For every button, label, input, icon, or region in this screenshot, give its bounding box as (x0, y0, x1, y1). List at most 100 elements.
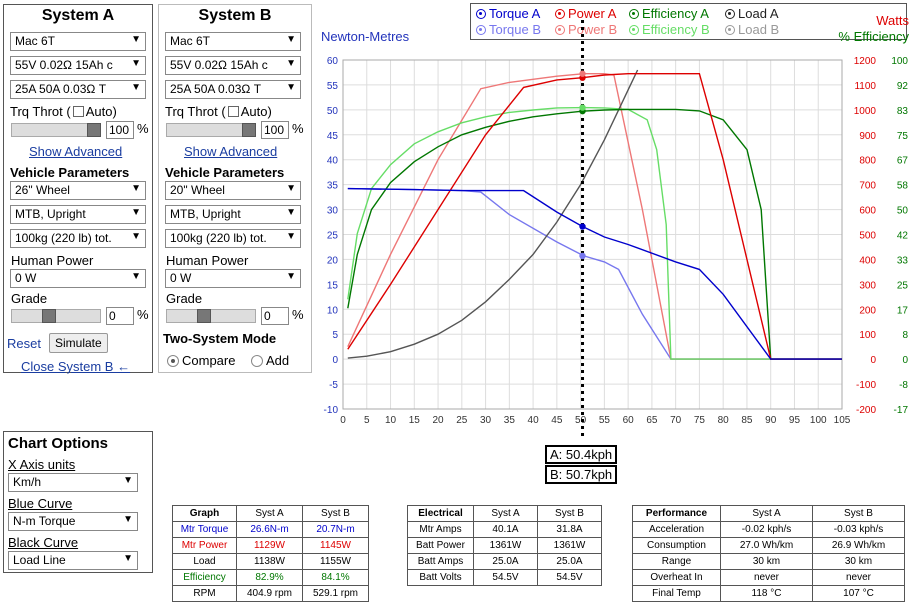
chevron-down-icon: ▼ (131, 231, 141, 242)
throttle-row-a: Trq Throt (Auto) (10, 104, 117, 119)
blue-curve-select[interactable]: N-m Torque ▼ (8, 512, 138, 531)
graph-table: Graph Syst A Syst B Mtr Torque 26.6N-m 20.7N… (172, 505, 369, 602)
table-row: Mtr Power 1129W 1145W (172, 537, 369, 554)
chevron-down-icon: ▼ (123, 475, 133, 486)
y-tick-label-watts: 100 (859, 330, 876, 341)
black-curve-select[interactable]: Load Line ▼ (8, 551, 138, 570)
readout-b: B: 50.7kph (545, 465, 618, 484)
pct-label: % (137, 121, 149, 136)
table-row: Consumption 27.0 Wh/km 26.9 Wh/km (632, 537, 905, 554)
show-advanced-link-a[interactable]: Show Advanced (29, 144, 123, 159)
y-tick-label-nm: -10 (324, 405, 339, 416)
y-tick-label-watts: -200 (856, 405, 876, 416)
compare-radio[interactable] (167, 355, 179, 367)
grade-value-b[interactable]: 0 (261, 307, 289, 325)
reset-link[interactable]: Reset (7, 336, 41, 351)
motor-select-a[interactable]: Mac 6T ▼ (10, 32, 146, 51)
human-power-select-b[interactable]: 0 W ▼ (165, 269, 301, 288)
y-tick-label-watts: 900 (859, 131, 876, 142)
grade-slider-a[interactable] (11, 309, 101, 323)
x-tick-label: 45 (551, 415, 563, 426)
readout-a: A: 50.4kph (545, 445, 618, 464)
human-power-select-a[interactable]: 0 W ▼ (10, 269, 146, 288)
toggle-dot-icon (629, 9, 639, 19)
grade-slider-b[interactable] (166, 309, 256, 323)
frame-select-b[interactable]: MTB, Upright ▼ (165, 205, 301, 224)
controller-select-b[interactable]: 25A 50A 0.03Ω T ▼ (165, 80, 301, 99)
throttle-slider-b[interactable] (166, 123, 256, 137)
y-tick-label-nm: -5 (329, 380, 338, 391)
frame-select-a[interactable]: MTB, Upright ▼ (10, 205, 146, 224)
y-tick-label-eff: -8 (899, 380, 908, 391)
slider-thumb[interactable] (87, 123, 101, 137)
performance-chart[interactable]: Newton-Metres Watts % Efficiency 0 5 10 15 2… (0, 0, 913, 440)
slider-thumb[interactable] (42, 309, 56, 323)
legend-load-b[interactable]: Load B (725, 22, 779, 37)
y-tick-label-watts: 400 (859, 255, 876, 266)
legend-efficiency-a[interactable]: Efficiency A (629, 6, 709, 21)
system-a-title: System A (41, 7, 115, 24)
y-tick-label-nm: 60 (327, 56, 339, 67)
pct-label: % (137, 307, 149, 322)
controller-select-a[interactable]: 25A 50A 0.03Ω T ▼ (10, 80, 146, 99)
grade-value-a[interactable]: 0 (106, 307, 134, 325)
y-tick-label-eff: 25 (897, 280, 909, 291)
legend-torque-a[interactable]: Torque A (476, 6, 540, 21)
human-power-label-a: Human Power (11, 253, 94, 268)
y-tick-label-eff: 50 (897, 206, 909, 217)
x-tick-label: 25 (456, 415, 468, 426)
x-tick-label: 0 (340, 415, 346, 426)
y-tick-label-watts: 1000 (854, 106, 877, 117)
two-system-mode-heading: Two-System Mode (163, 331, 277, 346)
legend-load-a[interactable]: Load A (725, 6, 779, 21)
x-tick-label: 30 (480, 415, 492, 426)
x-axis-units-select[interactable]: Km/h ▼ (8, 473, 138, 492)
wheel-select-a[interactable]: 26" Wheel ▼ (10, 181, 146, 200)
add-radio-row[interactable]: Add (251, 353, 289, 368)
slider-thumb[interactable] (197, 309, 211, 323)
slider-thumb[interactable] (242, 123, 256, 137)
simulate-button[interactable]: Simulate (49, 333, 108, 353)
y-tick-label-watts: 1200 (854, 56, 877, 67)
throttle-value-b[interactable]: 100 (261, 121, 289, 139)
show-advanced-link-b[interactable]: Show Advanced (184, 144, 278, 159)
y-tick-label-eff: -17 (894, 405, 909, 416)
auto-checkbox-a[interactable] (72, 106, 84, 117)
y-tick-label-watts: 300 (859, 280, 876, 291)
toggle-dot-icon (555, 9, 565, 19)
y-tick-label-eff: 83 (897, 106, 909, 117)
wheel-select-b[interactable]: 20" Wheel ▼ (165, 181, 301, 200)
chart-options-panel: Chart Options X Axis units Km/h ▼ Blue Cu… (3, 431, 153, 573)
weight-select-a[interactable]: 100kg (220 lb) tot. ▼ (10, 229, 146, 248)
chevron-down-icon: ▼ (286, 207, 296, 218)
y-tick-label-nm: 50 (327, 106, 339, 117)
legend-power-a[interactable]: Power A (555, 6, 616, 21)
chevron-down-icon: ▼ (286, 34, 296, 45)
x-tick-label: 55 (599, 415, 611, 426)
legend-power-b[interactable]: Power B (555, 22, 617, 37)
auto-checkbox-b[interactable] (227, 106, 239, 117)
battery-select-b[interactable]: 55V 0.02Ω 15Ah c ▼ (165, 56, 301, 75)
toggle-dot-icon (555, 25, 565, 35)
y-tick-label-eff: 75 (897, 131, 909, 142)
weight-select-b[interactable]: 100kg (220 lb) tot. ▼ (165, 229, 301, 248)
add-radio[interactable] (251, 355, 263, 367)
table-row: Load 1138W 1155W (172, 553, 369, 570)
y-tick-label-watts: 600 (859, 206, 876, 217)
human-power-label-b: Human Power (166, 253, 249, 268)
throttle-slider-a[interactable] (11, 123, 101, 137)
motor-select-b[interactable]: Mac 6T ▼ (165, 32, 301, 51)
legend-torque-b[interactable]: Torque B (476, 22, 541, 37)
legend-efficiency-b[interactable]: Efficiency B (629, 22, 710, 37)
close-system-b-link[interactable]: Close System B ← (21, 359, 131, 374)
throttle-value-a[interactable]: 100 (106, 121, 134, 139)
blue-curve-label: Blue Curve (8, 496, 73, 511)
battery-select-a[interactable]: 55V 0.02Ω 15Ah c ▼ (10, 56, 146, 75)
electrical-header-0: Electrical (407, 505, 474, 522)
performance-table: Performance Syst A Syst B Acceleration -0.0… (632, 505, 905, 602)
y-axis-label-left: Newton-Metres (321, 29, 410, 44)
chevron-down-icon: ▼ (286, 231, 296, 242)
system-b-title: System B (198, 7, 272, 24)
chevron-down-icon: ▼ (131, 58, 141, 69)
compare-radio-row[interactable]: Compare (167, 353, 235, 368)
